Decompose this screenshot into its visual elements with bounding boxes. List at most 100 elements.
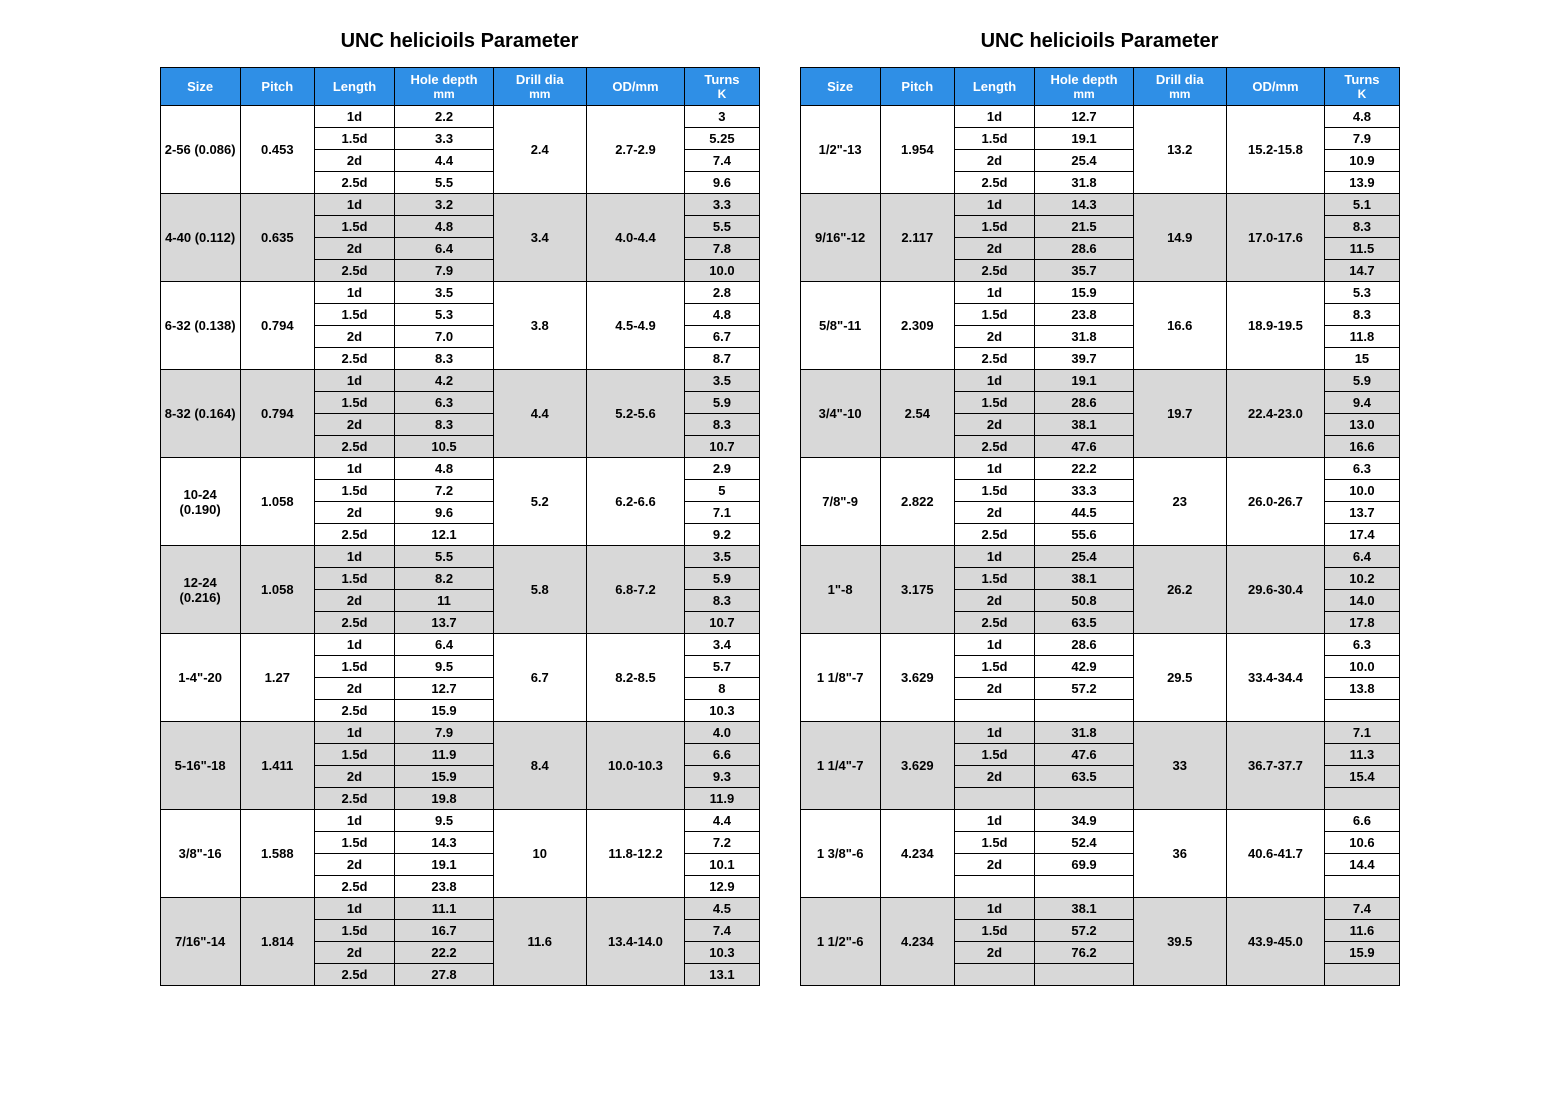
left-table-container: UNC helicioils Parameter SizePitchLength…: [160, 20, 760, 986]
cell-length: 1d: [314, 282, 394, 304]
table-row: 1 1/2"-64.2341d38.139.543.9-45.07.4: [800, 898, 1399, 920]
cell-holedepth: 33.3: [1035, 480, 1134, 502]
cell-turns: 10.6: [1325, 832, 1399, 854]
cell-drilldia: 36: [1133, 810, 1226, 898]
cell-drilldia: 5.2: [493, 458, 586, 546]
table-row: 3/8"-161.5881d9.51011.8-12.24.4: [160, 810, 759, 832]
cell-drilldia: 4.4: [493, 370, 586, 458]
cell-turns: 8.3: [1325, 304, 1399, 326]
cell-turns: 5.5: [685, 216, 759, 238]
cell-length: 2d: [954, 678, 1034, 700]
cell-holedepth: 9.6: [395, 502, 494, 524]
col-header: TurnsK: [1325, 68, 1399, 106]
cell-turns: 8.3: [1325, 216, 1399, 238]
col-header: OD/mm: [1226, 68, 1325, 106]
cell-holedepth: 6.4: [395, 238, 494, 260]
col-header: Length: [314, 68, 394, 106]
cell-length: 1.5d: [954, 392, 1034, 414]
cell-drilldia: 3.8: [493, 282, 586, 370]
cell-turns: [1325, 964, 1399, 986]
cell-length: [954, 788, 1034, 810]
cell-holedepth: 15.9: [1035, 282, 1134, 304]
cell-turns: 11.3: [1325, 744, 1399, 766]
cell-length: [954, 964, 1034, 986]
cell-size: 8-32 (0.164): [160, 370, 240, 458]
cell-length: 2d: [314, 150, 394, 172]
cell-holedepth: 7.2: [395, 480, 494, 502]
cell-holedepth: 4.8: [395, 216, 494, 238]
col-header: Pitch: [880, 68, 954, 106]
cell-drilldia: 5.8: [493, 546, 586, 634]
cell-holedepth: 34.9: [1035, 810, 1134, 832]
cell-turns: 10.0: [1325, 656, 1399, 678]
cell-holedepth: 12.1: [395, 524, 494, 546]
cell-size: 4-40 (0.112): [160, 194, 240, 282]
cell-od: 8.2-8.5: [586, 634, 685, 722]
cell-turns: 5.9: [1325, 370, 1399, 392]
cell-holedepth: [1035, 964, 1134, 986]
cell-turns: 6.7: [685, 326, 759, 348]
cell-od: 22.4-23.0: [1226, 370, 1325, 458]
cell-od: 26.0-26.7: [1226, 458, 1325, 546]
cell-turns: 7.4: [685, 920, 759, 942]
col-header: Size: [800, 68, 880, 106]
cell-length: 1d: [954, 722, 1034, 744]
cell-turns: 13.1: [685, 964, 759, 986]
cell-length: 2.5d: [314, 260, 394, 282]
col-header: OD/mm: [586, 68, 685, 106]
cell-od: 18.9-19.5: [1226, 282, 1325, 370]
cell-turns: 7.4: [1325, 898, 1399, 920]
cell-turns: 10.0: [1325, 480, 1399, 502]
cell-length: 2.5d: [314, 612, 394, 634]
cell-length: 2d: [954, 238, 1034, 260]
cell-holedepth: 47.6: [1035, 744, 1134, 766]
cell-holedepth: 31.8: [1035, 722, 1134, 744]
cell-turns: 10.9: [1325, 150, 1399, 172]
cell-holedepth: 8.3: [395, 348, 494, 370]
cell-holedepth: [1035, 700, 1134, 722]
col-header: Hole depthmm: [1035, 68, 1134, 106]
cell-turns: 7.9: [1325, 128, 1399, 150]
cell-size: 10-24 (0.190): [160, 458, 240, 546]
cell-turns: 3: [685, 106, 759, 128]
cell-turns: 10.0: [685, 260, 759, 282]
cell-turns: [1325, 876, 1399, 898]
cell-holedepth: 5.5: [395, 546, 494, 568]
cell-length: 2d: [954, 326, 1034, 348]
cell-length: 1.5d: [314, 480, 394, 502]
cell-pitch: 1.814: [240, 898, 314, 986]
cell-length: 1d: [954, 458, 1034, 480]
cell-turns: 5.25: [685, 128, 759, 150]
table-row: 5-16"-181.4111d7.98.410.0-10.34.0: [160, 722, 759, 744]
table-row: 3/4"-102.541d19.119.722.4-23.05.9: [800, 370, 1399, 392]
cell-length: 1d: [954, 106, 1034, 128]
cell-turns: 7.1: [1325, 722, 1399, 744]
cell-holedepth: 16.7: [395, 920, 494, 942]
right-title: UNC helicioils Parameter: [800, 30, 1400, 53]
cell-holedepth: 50.8: [1035, 590, 1134, 612]
cell-length: 1d: [954, 282, 1034, 304]
cell-length: 1d: [314, 810, 394, 832]
cell-size: 1/2"-13: [800, 106, 880, 194]
cell-turns: 15.9: [1325, 942, 1399, 964]
cell-turns: 11.8: [1325, 326, 1399, 348]
table-row: 5/8"-112.3091d15.916.618.9-19.55.3: [800, 282, 1399, 304]
cell-turns: 9.4: [1325, 392, 1399, 414]
cell-size: 6-32 (0.138): [160, 282, 240, 370]
cell-turns: 14.4: [1325, 854, 1399, 876]
cell-holedepth: 63.5: [1035, 766, 1134, 788]
cell-length: 2.5d: [954, 260, 1034, 282]
cell-drilldia: 8.4: [493, 722, 586, 810]
cell-size: 1-4"-20: [160, 634, 240, 722]
cell-pitch: 0.635: [240, 194, 314, 282]
cell-turns: 4.8: [1325, 106, 1399, 128]
cell-holedepth: [1035, 788, 1134, 810]
cell-od: 33.4-34.4: [1226, 634, 1325, 722]
table-row: 1 1/8"-73.6291d28.629.533.4-34.46.3: [800, 634, 1399, 656]
cell-pitch: 0.794: [240, 370, 314, 458]
cell-holedepth: 19.1: [395, 854, 494, 876]
cell-holedepth: 23.8: [1035, 304, 1134, 326]
cell-drilldia: 39.5: [1133, 898, 1226, 986]
cell-length: 1.5d: [954, 744, 1034, 766]
cell-turns: 6.3: [1325, 458, 1399, 480]
